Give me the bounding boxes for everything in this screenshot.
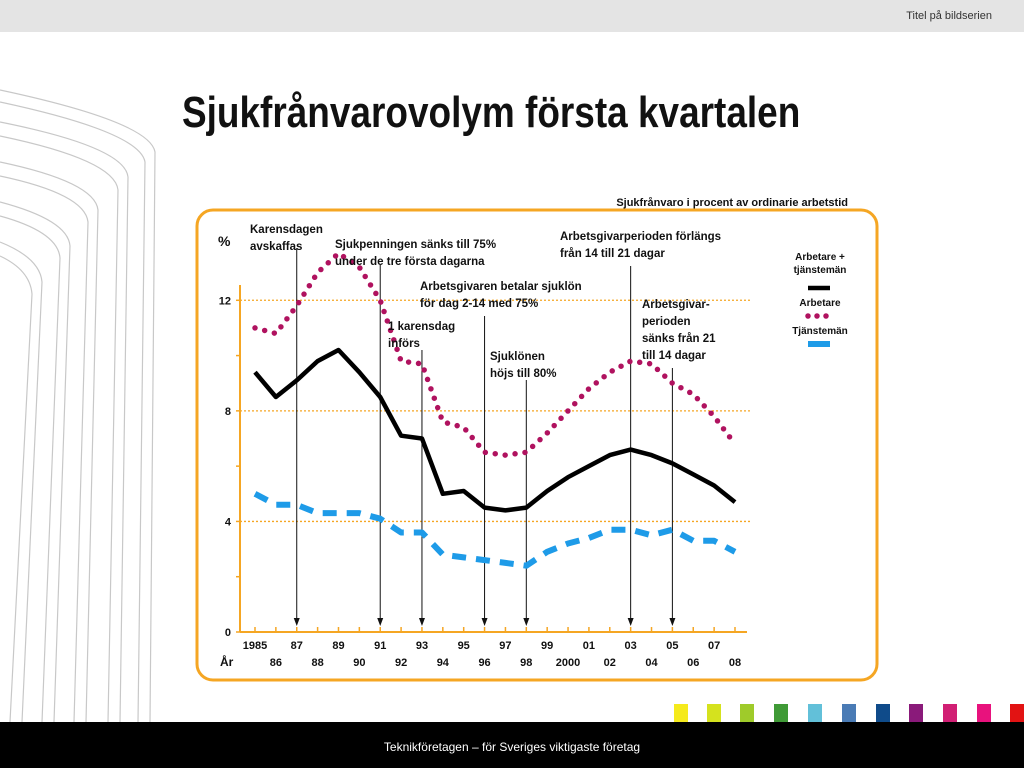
legend-label: Arbetare [799, 298, 841, 309]
x-tick-label: 03 [625, 640, 637, 652]
chart-frame [195, 208, 879, 682]
annotation-text: sänks från 21 [642, 333, 716, 345]
y-tick-label: 0 [225, 627, 231, 639]
annotation-text: 1 karensdag [388, 321, 455, 333]
y-tick-label: 12 [219, 295, 231, 307]
annotation-text: för dag 2-14 med 75% [420, 298, 538, 310]
x-axis-label: År [220, 654, 234, 669]
legend-label: Arbetare + [795, 252, 845, 263]
slide-title: Sjukfrånvarovolym första kvartalen [182, 88, 801, 137]
arrow-head [377, 618, 384, 626]
annotation-text: avskaffas [250, 241, 302, 253]
y-tick-label: 8 [225, 406, 231, 418]
x-tick-label: 08 [729, 657, 741, 669]
legend-label: tjänstemän [794, 265, 847, 276]
color-swatch [674, 704, 688, 722]
color-swatch [876, 704, 890, 722]
x-tick-label: 06 [687, 657, 699, 669]
color-swatch [909, 704, 923, 722]
decorative-curves [0, 89, 156, 722]
color-swatch [774, 704, 788, 722]
annotation-text: Karensdagen [250, 224, 323, 236]
x-tick-label: 89 [332, 640, 344, 652]
x-tick-label: 88 [311, 657, 323, 669]
annotation-text: Arbetsgivarperioden förlängs [560, 231, 721, 243]
x-tick-label: 02 [604, 657, 616, 669]
x-tick-label: 98 [520, 657, 532, 669]
annotation-text: höjs till 80% [490, 368, 556, 380]
annotation-text: under de tre första dagarna [335, 256, 485, 268]
arrow-head [627, 618, 634, 626]
arrow-head [293, 618, 300, 626]
arrow-head [669, 618, 676, 626]
annotation-text: Arbetsgivar- [642, 299, 710, 311]
annotation-text: införs [388, 338, 420, 350]
arrow-head [418, 618, 425, 626]
x-tick-label: 01 [583, 640, 595, 652]
x-tick-label: 90 [353, 657, 365, 669]
chart: Sjukfrånvaro i procent av ordinarie arbe… [195, 197, 879, 682]
annotation-text: Arbetsgivaren betalar sjuklön [420, 281, 582, 293]
annotation-text: till 14 dagar [642, 350, 706, 362]
footer-text: Teknikföretagen – för Sveriges viktigast… [383, 740, 641, 754]
series-line-2 [252, 250, 738, 458]
annotation-text: Sjukpenningen sänks till 75% [335, 239, 496, 251]
x-tick-label: 96 [478, 657, 490, 669]
x-tick-label: 93 [416, 640, 428, 652]
series-title: Titel på bildserien [906, 10, 992, 22]
x-tick-label: 1985 [243, 640, 267, 652]
x-tick-label: 05 [666, 640, 678, 652]
annotation-text: Sjuklönen [490, 351, 545, 363]
color-swatch [740, 704, 754, 722]
series-line-1 [253, 347, 737, 513]
color-swatch [707, 704, 721, 722]
x-tick-label: 07 [708, 640, 720, 652]
arrow-head [523, 618, 530, 626]
footer-bar: Teknikföretagen – för Sveriges viktigast… [0, 722, 1024, 768]
top-bar: Titel på bildserien [0, 0, 1024, 32]
annotation-text: perioden [642, 316, 691, 328]
x-tick-label: 2000 [556, 657, 580, 669]
x-tick-label: 92 [395, 657, 407, 669]
x-tick-label: 86 [270, 657, 282, 669]
color-swatch [842, 704, 856, 722]
x-tick-label: 99 [541, 640, 553, 652]
color-swatch [1010, 704, 1024, 722]
color-swatch [943, 704, 957, 722]
chart-title: Sjukfrånvaro i procent av ordinarie arbe… [616, 197, 848, 209]
y-tick-label: 4 [225, 516, 232, 528]
series-line-3 [253, 491, 737, 569]
y-unit-label: % [218, 233, 231, 249]
x-tick-label: 04 [645, 657, 658, 669]
x-tick-label: 87 [291, 640, 303, 652]
x-tick-label: 91 [374, 640, 386, 652]
annotation-text: från 14 till 21 dagar [560, 248, 665, 260]
color-swatch [977, 704, 991, 722]
x-tick-label: 95 [458, 640, 470, 652]
color-swatch [808, 704, 822, 722]
x-tick-label: 97 [499, 640, 511, 652]
x-tick-label: 94 [437, 657, 450, 669]
legend-label: Tjänstemän [792, 326, 848, 337]
arrow-head [481, 618, 488, 626]
